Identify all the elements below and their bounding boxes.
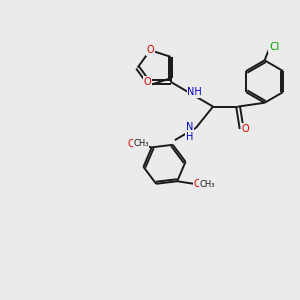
- Text: Cl: Cl: [269, 42, 280, 52]
- Text: O: O: [146, 45, 154, 55]
- Text: NH: NH: [188, 87, 202, 97]
- Text: O: O: [241, 124, 249, 134]
- Text: O: O: [127, 139, 135, 149]
- Text: H: H: [186, 132, 193, 142]
- Text: O: O: [194, 179, 202, 189]
- Text: N: N: [186, 122, 193, 132]
- Text: CH₃: CH₃: [133, 139, 148, 148]
- Text: CH₃: CH₃: [200, 180, 215, 189]
- Text: O: O: [143, 77, 151, 87]
